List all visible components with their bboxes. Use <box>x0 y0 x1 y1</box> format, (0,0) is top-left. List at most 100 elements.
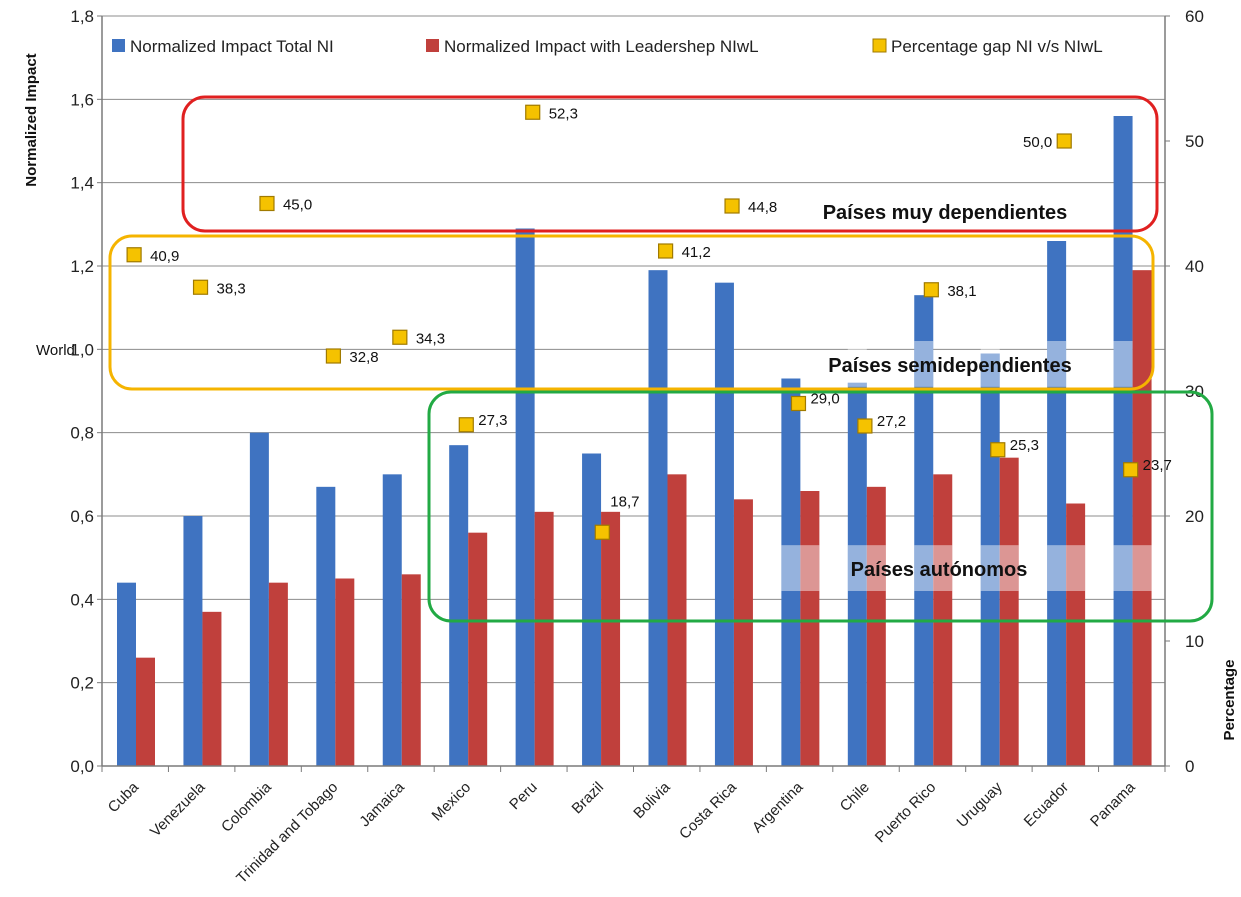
y-tick-label: 0,8 <box>70 424 94 443</box>
world-reference-label: World <box>36 342 75 359</box>
marker-11 <box>857 418 873 434</box>
label-shading <box>781 341 1152 591</box>
bar-niwl-1 <box>202 611 222 766</box>
bar-ni-12 <box>914 295 934 766</box>
bar-niwl-10 <box>800 491 820 766</box>
marker-label: 25,3 <box>1010 437 1039 454</box>
marker-label: 45,0 <box>283 197 312 214</box>
region-label: Países semidependientes <box>828 355 1071 377</box>
category-label: Venezuela <box>147 778 209 840</box>
marker-12 <box>923 282 939 298</box>
category-label: Bolivia <box>630 778 674 822</box>
legend-label: Normalized Impact Total NI <box>130 37 334 56</box>
shade-mid <box>1047 341 1067 387</box>
y2-tick-label: 20 <box>1185 507 1204 526</box>
shade-low <box>1047 545 1086 591</box>
shade-low <box>847 545 886 591</box>
y2-tick-label: 0 <box>1185 757 1194 776</box>
bar-ni-15 <box>1113 116 1133 766</box>
marker-7 <box>594 524 610 540</box>
region-box <box>108 234 1155 391</box>
legend-swatch <box>112 39 125 52</box>
marker-label: 34,3 <box>416 330 445 347</box>
bar-niwl-11 <box>866 486 886 766</box>
marker-13 <box>990 442 1006 458</box>
category-label: Chile <box>837 779 873 815</box>
bar-ni-4 <box>382 474 402 766</box>
bar-niwl-15 <box>1132 270 1152 766</box>
y2-tick-label: 50 <box>1185 132 1204 151</box>
legend: Normalized Impact Total NI Normalized Imp… <box>112 37 1103 56</box>
category-label: Colombia <box>218 778 275 835</box>
percentage-markers: 40,9 38,3 45,0 32,8 34,3 27,3 52,3 18,7 41,2 44,8… <box>126 104 1172 540</box>
marker-label: 38,3 <box>217 280 246 297</box>
bar-ni-9 <box>714 282 734 766</box>
bar-ni-14 <box>1047 241 1067 766</box>
bar-ni-11 <box>847 382 867 766</box>
category-label: Mexico <box>429 779 475 825</box>
bar-niwl-4 <box>401 574 421 766</box>
region-label: Países muy dependientes <box>823 202 1068 224</box>
marker-label: 23,7 <box>1143 457 1172 474</box>
category-label: Brazil <box>569 779 608 818</box>
y2-tick-label: 10 <box>1185 632 1204 651</box>
bar-niwl-13 <box>999 457 1019 766</box>
category-label: Argentina <box>749 778 807 836</box>
y-tick-label: 1,4 <box>70 174 94 193</box>
marker-1 <box>192 279 209 295</box>
y2-axis-title: Percentage <box>1221 660 1238 741</box>
marker-15 <box>1123 462 1139 478</box>
marker-4 <box>392 329 408 345</box>
legend-label: Normalized Impact with Leadershep NIwL <box>444 37 759 56</box>
bar-niwl-14 <box>1066 503 1086 766</box>
bar-niwl-9 <box>733 499 753 766</box>
region-label: Países autónomos <box>851 559 1028 581</box>
bar-niwl-5 <box>468 532 488 766</box>
bar-niwl-0 <box>136 657 155 766</box>
y-tick-label: 0,4 <box>70 590 94 609</box>
marker-8 <box>657 243 674 259</box>
shade-mid <box>1113 341 1133 387</box>
legend-swatch <box>872 38 887 53</box>
category-label: Puerto Rico <box>872 779 939 846</box>
bar-ni-7 <box>582 453 602 766</box>
marker-14 <box>1056 133 1072 149</box>
bar-ni-5 <box>449 445 469 766</box>
region-box <box>427 390 1214 623</box>
marker-3 <box>325 348 342 364</box>
marker-10 <box>790 395 807 412</box>
bar-niwl-2 <box>268 582 288 766</box>
marker-label: 52,3 <box>549 105 578 122</box>
category-label: Ecuador <box>1021 779 1073 831</box>
y-tick-label: 0,6 <box>70 507 94 526</box>
marker-5 <box>458 417 474 433</box>
marker-0 <box>126 247 142 263</box>
y2-tick-label: 60 <box>1185 7 1204 26</box>
legend-label: Percentage gap NI v/s NIwL <box>891 37 1103 56</box>
shade-mid <box>847 341 867 387</box>
category-label: Jamaica <box>356 778 408 830</box>
category-label: Panama <box>1087 778 1139 830</box>
bar-ni-6 <box>515 228 535 766</box>
category-label: Peru <box>506 779 540 813</box>
marker-label: 50,0 <box>1023 134 1052 151</box>
category-label: Cuba <box>105 778 143 816</box>
marker-label: 40,9 <box>150 248 179 265</box>
shade-mid <box>914 341 934 387</box>
shade-low <box>1113 545 1152 591</box>
shade-low <box>914 545 953 591</box>
y-tick-label: 1,6 <box>70 90 94 109</box>
shade-low <box>781 545 820 591</box>
y-tick-label: 1,2 <box>70 257 94 276</box>
y-tick-label: 1,8 <box>70 7 94 26</box>
marker-label: 41,2 <box>682 244 711 261</box>
bar-ni-10 <box>781 378 801 766</box>
bar-ni-1 <box>183 516 203 766</box>
legend-swatch <box>426 39 439 52</box>
marker-label: 27,3 <box>478 412 507 429</box>
marker-6 <box>525 104 541 120</box>
marker-label: 44,8 <box>748 199 777 216</box>
marker-label: 32,8 <box>349 349 378 366</box>
